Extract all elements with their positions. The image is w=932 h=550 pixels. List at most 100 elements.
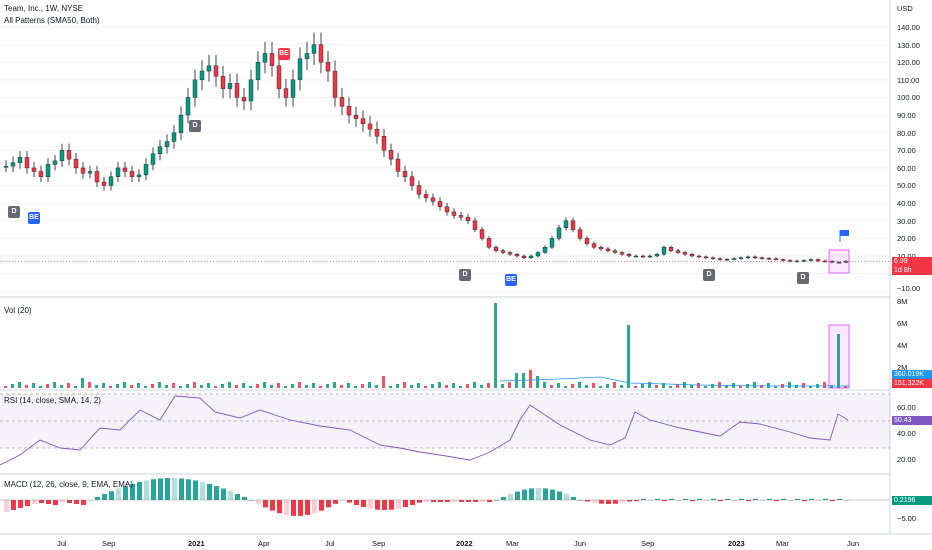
doji-pattern-tag[interactable]: D [189,120,201,132]
volume-bar [417,383,420,388]
volume-bar [39,386,42,388]
volume-bar [25,385,28,388]
rsi-label[interactable]: RSI (14, close, SMA, 14, 2) [4,396,101,405]
macd-bar [249,500,254,501]
candle-body [374,128,380,137]
macd-bar [277,500,282,514]
candle-body [458,215,464,218]
macd-bar [613,500,618,504]
candle-body [101,181,107,186]
candle-body [556,227,562,239]
macd-bar [172,478,177,500]
volume-bar [445,385,448,388]
macd-bar [403,500,408,508]
candle-body [591,243,597,248]
macd-bar [599,500,604,504]
price-tick-label: 120.00 [897,58,920,68]
candle-body [409,176,415,186]
volume-bar [648,382,651,388]
macd-bar [53,500,58,505]
volume-bar [585,385,588,388]
volume-bar [473,382,476,388]
volume-label[interactable]: Vol (20) [4,306,32,315]
macd-bar [228,491,233,500]
macd-bar [193,480,198,500]
macd-bar [4,500,9,512]
volume-bar [382,376,385,388]
pattern-indicator-label[interactable]: All Patterns (SMA50, Both) [4,16,100,25]
candle-body [234,83,240,98]
macd-bar [732,500,737,502]
candle-body [717,258,723,260]
candle-body [514,254,520,257]
volume-bar [340,385,343,388]
countdown-tag: 1d 8h [892,266,932,275]
candle-body [808,259,814,261]
volume-bar [263,382,266,388]
candle-body [493,246,499,251]
volume-tick-label: 6M [897,319,908,328]
volume-bar [501,384,504,388]
macd-bar [697,498,702,500]
engulfing-pattern-tag[interactable]: BE [505,274,517,286]
doji-pattern-tag[interactable]: D [797,272,809,284]
volume-bar [172,383,175,388]
candle-body [731,258,737,260]
volume-bar [347,383,350,388]
volume-bar [319,386,322,388]
time-tick-label: Jun [574,539,587,548]
volume-bar [809,386,812,388]
volume-bar [676,384,679,388]
candle-body [150,153,156,165]
chart-title: Team, Inc., 1W, NYSE [4,4,84,13]
doji-pattern-tag[interactable]: D [703,269,715,281]
volume-bar [18,382,21,388]
price-tick-label: −10.00 [897,284,921,293]
candle-body [633,255,639,258]
macd-bar [354,500,359,505]
volume-bar [620,385,623,388]
candle-body [94,171,100,183]
volume-bar [242,383,245,388]
candle-body [724,258,730,261]
macd-bar [389,500,394,510]
engulfing-pattern-tag[interactable]: BE [278,48,290,60]
candle-body [339,97,345,107]
volume-bar [599,386,602,388]
currency-label: USD [897,4,913,13]
macd-bar [585,500,590,502]
macd-bar [130,483,135,500]
rsi-value-tag: 50.43 [892,416,932,425]
volume-tick-label: 4M [897,341,908,350]
macd-bar [529,488,534,500]
macd-bar [830,500,835,502]
volume-bar [529,370,532,388]
time-tick-label: Mar [776,539,789,548]
candle-body [73,158,79,169]
macd-bar [39,500,44,503]
candle-body [388,150,394,160]
macd-bar [676,500,681,502]
volume-bar [557,383,560,388]
doji-pattern-tag[interactable]: D [8,206,20,218]
volume-bar [32,383,35,388]
candle-body [87,171,93,174]
engulfing-pattern-tag[interactable]: BE [28,212,40,224]
price-tick-label: 50.00 [897,181,916,191]
candle-body [689,254,695,257]
volume-bar [123,382,126,388]
macd-bar [382,500,387,510]
candle-body [24,157,30,169]
volume-bar [270,385,273,388]
macd-label[interactable]: MACD (12, 26, close, 9, EMA, EMA) [4,480,133,489]
macd-bar [683,498,688,500]
candle-body [381,136,387,151]
candle-body [416,185,422,195]
macd-bar [179,478,184,500]
doji-pattern-tag[interactable]: D [459,269,471,281]
macd-bar [648,500,653,502]
volume-bar [305,385,308,388]
candle-body [528,255,534,258]
macd-bar [795,498,800,500]
